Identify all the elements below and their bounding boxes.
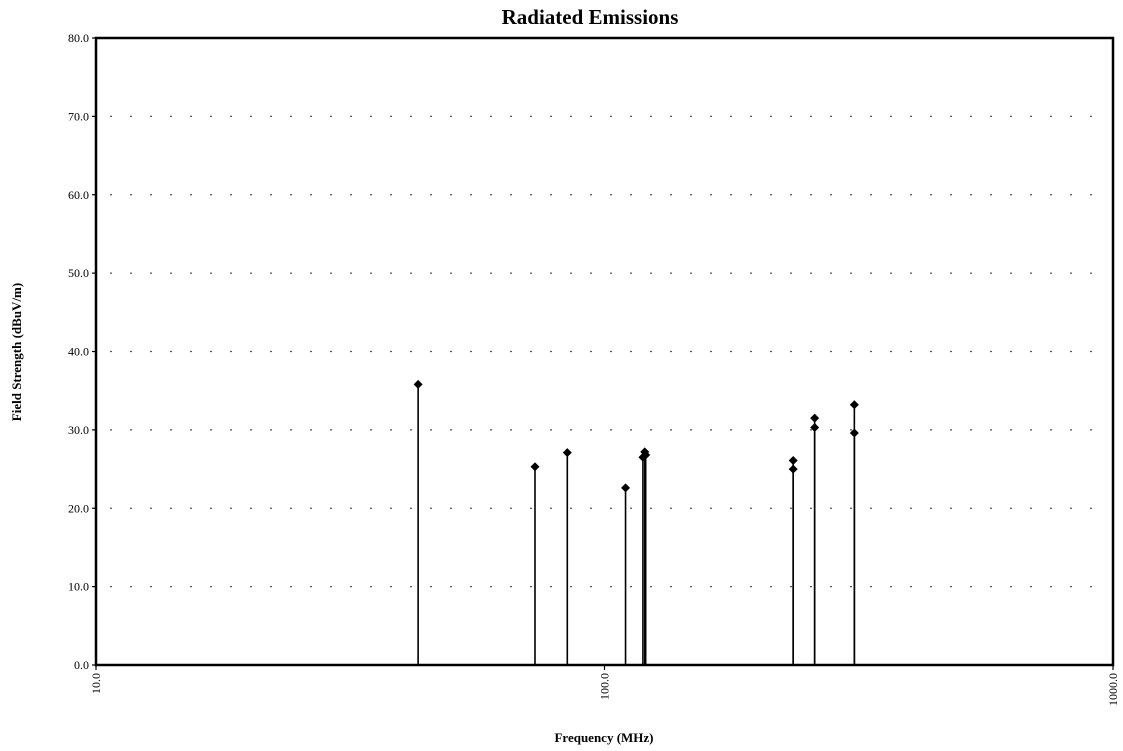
x-tick-labels: 10.0 100.0 1000.0 <box>89 665 1120 706</box>
data-point-0 <box>413 379 423 389</box>
x-axis-title: Frequency (MHz) <box>554 730 653 745</box>
y-tick-label-1: 10.0 <box>68 580 89 594</box>
y-tick-labels: 0.0 10.0 20.0 30.0 40.0 50.0 60.0 70.0 80.0 <box>68 31 96 672</box>
grid-lines <box>110 115 1109 588</box>
y-tick-label-0: 0.0 <box>74 658 89 672</box>
data-point-2 <box>562 448 572 458</box>
x-tick-label-1: 100.0 <box>598 673 612 700</box>
data-point-6 <box>641 450 651 460</box>
data-point-1 <box>530 462 540 472</box>
data-point-12 <box>849 428 859 438</box>
y-tick-label-3: 30.0 <box>68 423 89 437</box>
y-tick-label-5: 50.0 <box>68 266 89 280</box>
data-point-7 <box>788 455 798 465</box>
data-points <box>413 379 859 493</box>
data-point-3 <box>621 483 631 493</box>
y-tick-label-8: 80.0 <box>68 31 89 45</box>
x-tick-label-2: 1000.0 <box>1106 673 1120 706</box>
y-tick-label-6: 60.0 <box>68 188 89 202</box>
data-point-8 <box>788 464 798 474</box>
y-axis-title: Field Strength (dBuV/m) <box>9 283 24 421</box>
x-tick-label-0: 10.0 <box>89 673 103 694</box>
y-tick-label-4: 40.0 <box>68 345 89 359</box>
y-tick-label-2: 20.0 <box>68 501 89 515</box>
data-point-9 <box>810 413 820 423</box>
y-tick-label-7: 70.0 <box>68 109 89 123</box>
data-point-11 <box>849 400 859 410</box>
plot-frame <box>94 36 1115 667</box>
chart-title: Radiated Emissions <box>502 5 679 29</box>
drop-lines <box>417 384 856 665</box>
data-point-10 <box>810 423 820 433</box>
